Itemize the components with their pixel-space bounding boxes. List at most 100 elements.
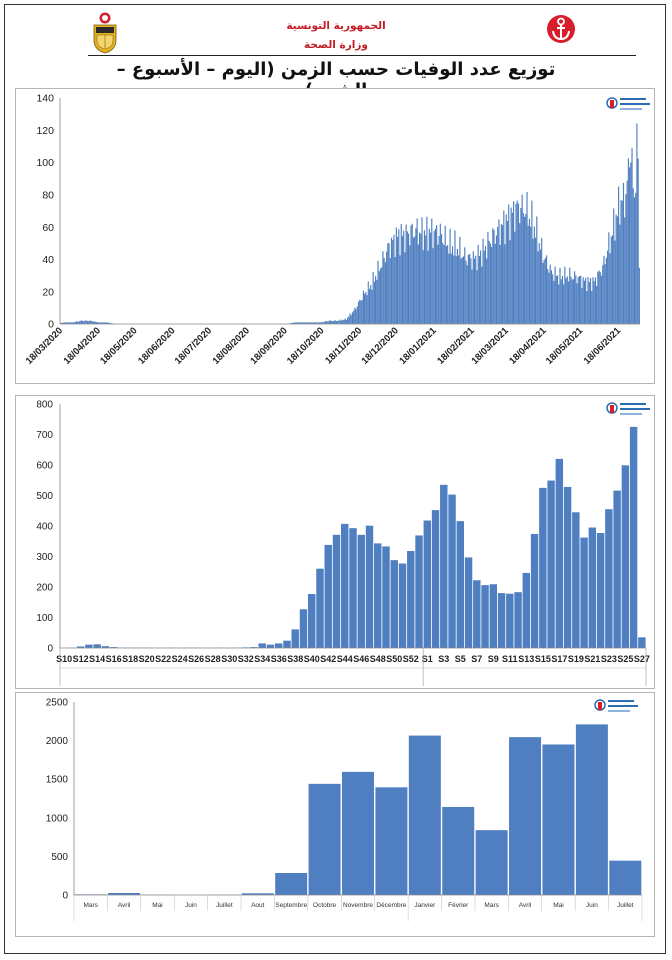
x-tick-label: Septembre (275, 902, 307, 909)
daily-bar (538, 243, 540, 324)
x-tick-label: S24 (172, 654, 188, 664)
daily-bar (603, 255, 605, 324)
daily-bar (404, 252, 406, 324)
weekly-bar (85, 644, 93, 648)
daily-bar (375, 276, 377, 324)
daily-bar (561, 275, 564, 324)
daily-bar (292, 322, 294, 324)
weekly-bar (514, 592, 522, 649)
daily-bar (506, 220, 509, 324)
daily-bar (97, 322, 100, 324)
daily-bar (382, 251, 384, 324)
daily-bar (534, 237, 537, 324)
daily-bar (356, 306, 358, 324)
daily-bar (578, 275, 581, 324)
daily-bar (560, 279, 562, 324)
daily-bar (354, 307, 356, 324)
daily-bar (448, 253, 450, 324)
daily-bar (344, 318, 346, 324)
weekly-bar (341, 523, 349, 648)
daily-bar (296, 322, 299, 324)
daily-bar (436, 225, 438, 324)
daily-bar (397, 236, 399, 324)
daily-bar (301, 322, 303, 324)
x-tick-label: S40 (304, 654, 320, 664)
daily-bar (64, 322, 67, 324)
daily-bar (598, 270, 600, 324)
daily-bar (489, 243, 491, 324)
daily-bar (608, 232, 610, 324)
daily-bar (565, 278, 567, 324)
monthly-deaths-chart: 0 500 1000 1500 2000 2500 Mars Avril Mai Juin Juil… (46, 698, 643, 921)
daily-bar (543, 259, 545, 324)
x-tick-label: S16 (106, 654, 122, 664)
daily-bar (536, 216, 538, 324)
x-tick-label: Aout (251, 902, 265, 909)
daily-bar (622, 182, 625, 324)
y-tick-label: 40 (42, 254, 54, 266)
daily-bar (552, 274, 554, 324)
daily-bar (517, 203, 520, 324)
weekly-bar (464, 557, 473, 648)
daily-bar (360, 300, 362, 324)
monthly-bar (475, 830, 508, 895)
daily-bar (630, 162, 632, 324)
daily-bar (302, 322, 305, 324)
weekly-bar (572, 512, 580, 648)
x-tick-label: 18/01/2021 (397, 325, 439, 367)
daily-bar (439, 223, 441, 324)
daily-bar (638, 267, 640, 324)
x-tick-label: S27 (634, 654, 650, 664)
daily-bar (616, 216, 618, 324)
x-tick-label: Décembre (376, 902, 406, 909)
daily-bar (570, 276, 572, 324)
daily-bar (459, 237, 461, 324)
weekly-bar (291, 629, 299, 649)
daily-bar (338, 320, 340, 324)
monthly-bar (542, 744, 575, 895)
daily-bar (349, 313, 351, 324)
weekly-bar (588, 527, 597, 648)
daily-bar (443, 245, 445, 324)
daily-bar (370, 284, 372, 324)
daily-bar (455, 255, 457, 324)
daily-bar (101, 322, 103, 324)
weekly-bar (489, 584, 498, 648)
logo-line (620, 98, 646, 100)
weekly-deaths-chart: 0 100 200 300 400 500 600 700 800 S10 S12 S14 S16 S18… (36, 400, 650, 686)
daily-bar (96, 322, 98, 324)
daily-bar (499, 244, 501, 324)
daily-bar (437, 244, 439, 324)
x-tick-label: Juillet (617, 902, 634, 909)
monthly-bar (341, 771, 374, 895)
daily-bar (635, 192, 637, 324)
weekly-bar (613, 490, 621, 648)
daily-bar (412, 237, 415, 324)
daily-bar (353, 310, 355, 324)
daily-bar (362, 290, 364, 324)
x-tick-label: Mai (553, 902, 563, 909)
weekly-bar (316, 568, 324, 648)
daily-bar (494, 243, 496, 324)
daily-bar (371, 289, 373, 324)
daily-bar (525, 214, 527, 324)
daily-bar (85, 320, 87, 324)
weekly-bar (382, 546, 390, 648)
y-tick-label: 100 (36, 157, 54, 169)
daily-bar (519, 223, 521, 324)
daily-bar (91, 321, 93, 324)
x-tick-label: 18/10/2020 (285, 325, 326, 366)
daily-bar (530, 226, 532, 324)
y-tick-label: 600 (36, 461, 53, 472)
x-tick-label: Mars (484, 902, 499, 909)
daily-bar (95, 321, 97, 324)
x-tick-label: 18/04/2020 (62, 325, 103, 366)
daily-bar (293, 322, 295, 324)
onmne-logo-icon (606, 402, 650, 415)
weekly-bar (299, 609, 308, 648)
daily-bar (449, 228, 451, 324)
daily-bar (348, 316, 350, 324)
daily-bar (632, 188, 634, 324)
y-tick-label: 60 (42, 222, 54, 234)
daily-bar (532, 238, 534, 324)
